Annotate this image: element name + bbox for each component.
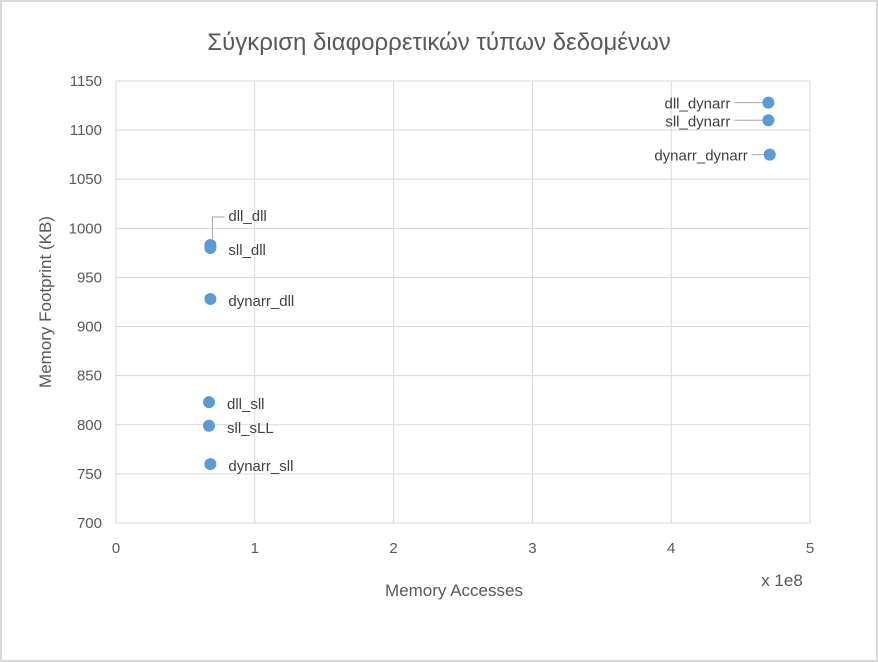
x-tick-label: 3 xyxy=(528,540,536,557)
data-label-dll_sll: dll_sll xyxy=(227,396,265,413)
y-tick-label: 1050 xyxy=(69,171,102,188)
data-point-dynarr_dll xyxy=(204,293,217,306)
data-label-sll_dynarr: sll_dynarr xyxy=(665,113,730,130)
data-label-dynarr_dynarr: dynarr_dynarr xyxy=(654,148,747,165)
y-tick-label: 800 xyxy=(77,417,102,434)
gridlines xyxy=(115,80,811,524)
data-label-sll_dll: sll_dll xyxy=(228,242,266,259)
y-axis-title: Memory Footprint (KB) xyxy=(36,216,55,388)
x-tick-label: 4 xyxy=(667,540,675,557)
y-tick-label: 700 xyxy=(77,515,102,532)
label-leader-line xyxy=(211,216,225,240)
axis-ticks: 700 750 800 850 900 950 1000 1050 1100 1150 0 1 2 3 4 5 xyxy=(69,73,815,557)
data-point-dll_sll xyxy=(202,396,215,409)
y-tick-label: 950 xyxy=(77,269,102,286)
x-tick-label: 2 xyxy=(389,540,397,557)
data-label-dynarr_dll: dynarr_dll xyxy=(228,293,294,310)
data-point-dll_dynarr xyxy=(762,96,775,109)
data-point-dynarr_dynarr xyxy=(763,148,776,161)
data-label-dynarr_sll: dynarr_sll xyxy=(228,458,293,475)
y-tick-label: 1150 xyxy=(70,73,102,90)
data-label-sll_sll: sll_sLL xyxy=(227,420,274,437)
data-label-dll_dynarr: dll_dynarr xyxy=(664,96,730,113)
data-point-sll_dll xyxy=(204,241,217,254)
x-axis-multiplier: x 1e8 xyxy=(761,571,803,590)
x-axis-title: Memory Accesses xyxy=(385,581,523,600)
y-tick-label: 1100 xyxy=(70,122,102,139)
x-tick-label: 0 xyxy=(112,540,120,557)
y-tick-label: 750 xyxy=(77,466,102,483)
data-label-dll_dll: dll_dll xyxy=(228,208,266,225)
data-point-sll_sll xyxy=(202,419,215,432)
y-tick-label: 900 xyxy=(77,319,102,336)
x-tick-label: 5 xyxy=(806,540,814,557)
y-tick-label: 850 xyxy=(77,368,102,385)
data-point-sll_dynarr xyxy=(762,114,775,127)
x-tick-label: 1 xyxy=(251,540,259,557)
chart-title: Σύγκριση διαφορρετικών τύπων δεδομένων xyxy=(207,29,670,56)
y-tick-label: 1000 xyxy=(69,220,102,237)
data-points: dll_dllsll_dlldynarr_dlldll_sllsll_sLLdy… xyxy=(202,96,776,475)
data-point-dynarr_sll xyxy=(204,458,217,471)
